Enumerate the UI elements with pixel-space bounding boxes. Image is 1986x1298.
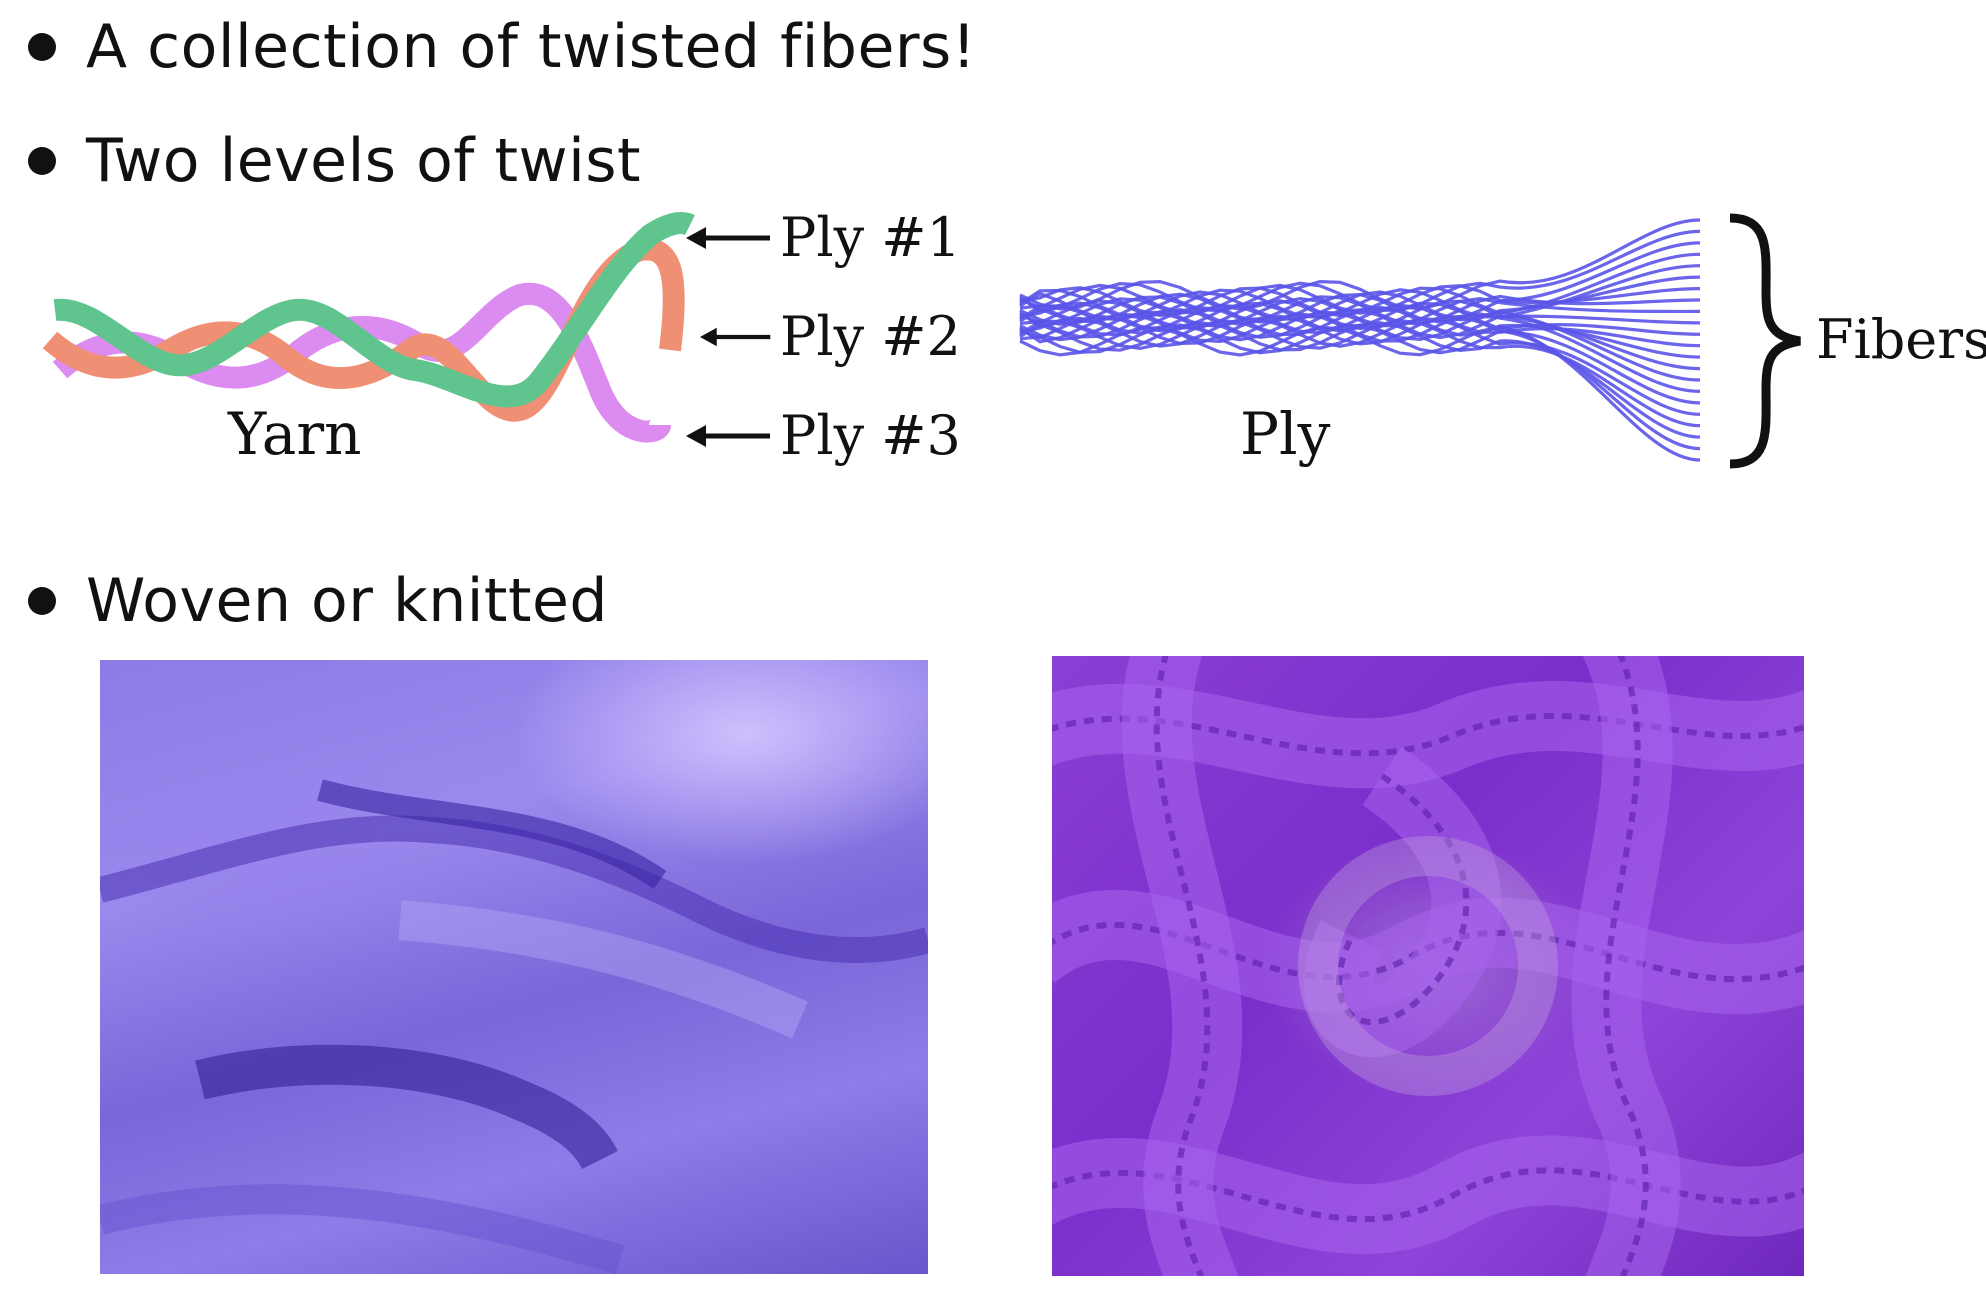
fibers-label: Fibers xyxy=(1816,308,1986,371)
ply-1-text: Ply #1 xyxy=(780,206,961,269)
ply-3-label: Ply #3 xyxy=(686,404,961,467)
arrow-left-icon xyxy=(700,327,771,346)
bullet-two-levels-of-twist: Two levels of twist xyxy=(28,126,641,196)
knit-stitch-line xyxy=(1336,773,1470,1026)
ply-3-text: Ply #3 xyxy=(780,404,961,467)
fiber-strand xyxy=(1019,312,1701,393)
knitted-fabric-photo xyxy=(1052,656,1804,1276)
ply-caption: Ply xyxy=(1240,400,1331,468)
knit-stitch-line xyxy=(1153,656,1211,1276)
ply-2-label: Ply #2 xyxy=(700,305,961,368)
fiber-strand xyxy=(1019,296,1701,329)
ply-2-text: Ply #2 xyxy=(780,305,961,368)
ply-1-label: Ply #1 xyxy=(686,206,961,269)
fiber-strand xyxy=(1019,316,1701,416)
bullet-text: A collection of twisted fibers! xyxy=(86,12,977,82)
bullet-woven-or-knitted: Woven or knitted xyxy=(28,566,608,636)
fiber-strand xyxy=(1019,320,1701,439)
bullet-text: Woven or knitted xyxy=(86,566,608,636)
knit-stitch-line xyxy=(1603,656,1649,1276)
fiber-strand xyxy=(1019,325,1701,462)
fiber-strand xyxy=(1019,314,1701,405)
bullet-dot-icon xyxy=(28,587,56,615)
bullet-dot-icon xyxy=(28,147,56,175)
curly-brace-icon xyxy=(1729,213,1801,469)
ply-fibers-illustration xyxy=(1019,218,1701,462)
ply-1-strand xyxy=(53,212,695,408)
yarn-caption: Yarn xyxy=(228,400,362,468)
fiber-strand xyxy=(1019,229,1701,313)
bullet-collection-of-fibers: A collection of twisted fibers! xyxy=(28,12,976,82)
bullet-dot-icon xyxy=(28,33,56,61)
fiber-strand xyxy=(1019,318,1701,428)
watermark-ring xyxy=(1298,836,1558,1096)
bullet-text: Two levels of twist xyxy=(86,126,642,196)
yarn-illustration xyxy=(42,212,695,443)
woven-fabric-photo xyxy=(100,660,928,1274)
arrow-left-icon xyxy=(686,226,770,249)
cable-knit-pattern xyxy=(1052,656,1804,1276)
fiber-strand xyxy=(1019,310,1701,382)
fiber-strand xyxy=(1019,323,1701,451)
arrow-left-icon xyxy=(686,424,770,447)
woven-fabric-shading xyxy=(100,779,928,1274)
